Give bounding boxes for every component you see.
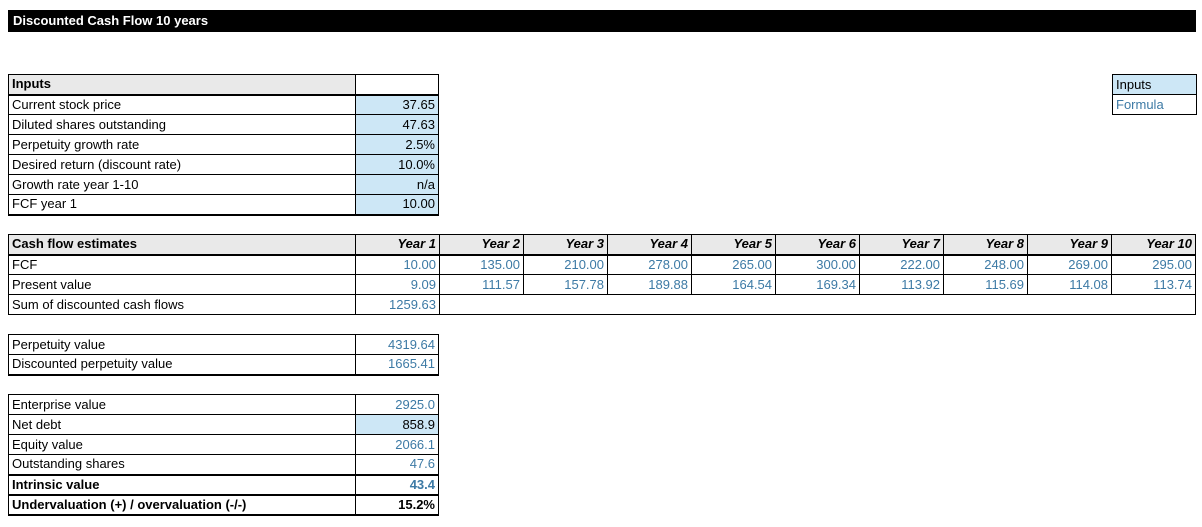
row-label: Outstanding shares xyxy=(8,454,356,475)
cashflow-header-row: Cash flow estimates Year 1 Year 2 Year 3… xyxy=(8,234,1196,256)
pv-year-4-cell: 189.88 xyxy=(607,274,692,295)
fcf-year-7-cell: 222.00 xyxy=(859,254,944,275)
row-label: Diluted shares outstanding xyxy=(8,114,356,135)
row-label: FCF xyxy=(8,254,356,275)
net-debt-row: Net debt 858.9 xyxy=(8,414,439,435)
cashflow-header-label: Cash flow estimates xyxy=(8,234,356,256)
year-4-header: Year 4 xyxy=(607,234,692,256)
year-7-header: Year 7 xyxy=(859,234,944,256)
row-label: Enterprise value xyxy=(8,394,356,415)
enterprise-value-row: Enterprise value 2925.0 xyxy=(8,394,439,415)
fcf-year-8-cell: 248.00 xyxy=(943,254,1028,275)
fcf-row: FCF 10.00 135.00 210.00 278.00 265.00 30… xyxy=(8,254,1196,275)
year-2-header: Year 2 xyxy=(439,234,524,256)
year-10-header: Year 10 xyxy=(1111,234,1196,256)
sum-row: Sum of discounted cash flows 1259.63 xyxy=(8,294,1196,315)
sum-row-spacer xyxy=(439,294,1196,315)
sheet-title: Discounted Cash Flow 10 years xyxy=(13,13,209,28)
row-label: Desired return (discount rate) xyxy=(8,154,356,175)
current-stock-price-input-cell[interactable]: 37.65 xyxy=(355,94,439,115)
row-label: Net debt xyxy=(8,414,356,435)
row-label: Sum of discounted cash flows xyxy=(8,294,356,315)
sum-discounted-cash-flows-cell: 1259.63 xyxy=(355,294,440,315)
outstanding-shares-cell: 47.6 xyxy=(355,454,439,475)
equity-value-row: Equity value 2066.1 xyxy=(8,434,439,455)
pv-year-2-cell: 111.57 xyxy=(439,274,524,295)
pv-year-6-cell: 169.34 xyxy=(775,274,860,295)
present-value-row: Present value 9.09 111.57 157.78 189.88 … xyxy=(8,274,1196,295)
discounted-perpetuity-value-cell: 1665.41 xyxy=(355,354,439,376)
input-row-fcf-year-1: FCF year 1 10.00 xyxy=(8,194,439,216)
pv-year-3-cell: 157.78 xyxy=(523,274,608,295)
diluted-shares-input-cell[interactable]: 47.63 xyxy=(355,114,439,135)
fcf-year-3-cell: 210.00 xyxy=(523,254,608,275)
row-label: Perpetuity value xyxy=(8,334,356,355)
row-label: Intrinsic value xyxy=(8,473,356,495)
inputs-header-row: Inputs xyxy=(8,74,439,96)
row-label: Undervaluation (+) / overvaluation (-/-) xyxy=(8,493,356,516)
perpetuity-growth-rate-input-cell[interactable]: 2.5% xyxy=(355,134,439,155)
valuation-table: Enterprise value 2925.0 Net debt 858.9 E… xyxy=(8,394,439,516)
perpetuity-value-row: Perpetuity value 4319.64 xyxy=(8,334,439,355)
row-label: Current stock price xyxy=(8,94,356,115)
input-row-desired-return: Desired return (discount rate) 10.0% xyxy=(8,154,439,175)
input-row-growth-rate-year-1-10: Growth rate year 1-10 n/a xyxy=(8,174,439,195)
fcf-year-2-cell: 135.00 xyxy=(439,254,524,275)
legend-inputs-swatch: Inputs xyxy=(1112,74,1197,95)
input-row-diluted-shares: Diluted shares outstanding 47.63 xyxy=(8,114,439,135)
row-label: Perpetuity growth rate xyxy=(8,134,356,155)
pv-year-7-cell: 113.92 xyxy=(859,274,944,295)
outstanding-shares-row: Outstanding shares 47.6 xyxy=(8,454,439,475)
year-8-header: Year 8 xyxy=(943,234,1028,256)
discounted-perpetuity-value-row: Discounted perpetuity value 1665.41 xyxy=(8,354,439,376)
row-label: FCF year 1 xyxy=(8,194,356,216)
legend-table: Inputs Formula xyxy=(1112,74,1197,115)
intrinsic-value-row: Intrinsic value 43.4 xyxy=(8,473,439,495)
fcf-year-1-input-cell[interactable]: 10.00 xyxy=(355,194,439,216)
growth-rate-year-1-10-input-cell[interactable]: n/a xyxy=(355,174,439,195)
net-debt-input-cell[interactable]: 858.9 xyxy=(355,414,439,435)
year-3-header: Year 3 xyxy=(523,234,608,256)
row-label: Present value xyxy=(8,274,356,295)
legend-row-formula: Formula xyxy=(1112,94,1197,115)
row-label: Equity value xyxy=(8,434,356,455)
legend-row-inputs: Inputs xyxy=(1112,74,1197,95)
inputs-header-empty-cell xyxy=(355,74,439,96)
fcf-year-1-cell: 10.00 xyxy=(355,254,440,275)
undervaluation-row: Undervaluation (+) / overvaluation (-/-)… xyxy=(8,493,439,516)
inputs-header-label: Inputs xyxy=(8,74,356,96)
year-1-header: Year 1 xyxy=(355,234,440,256)
undervaluation-cell: 15.2% xyxy=(355,493,439,516)
fcf-year-4-cell: 278.00 xyxy=(607,254,692,275)
cashflow-table: Cash flow estimates Year 1 Year 2 Year 3… xyxy=(8,234,1196,315)
desired-return-input-cell[interactable]: 10.0% xyxy=(355,154,439,175)
legend-formula-swatch: Formula xyxy=(1112,94,1197,115)
fcf-year-6-cell: 300.00 xyxy=(775,254,860,275)
row-label: Growth rate year 1-10 xyxy=(8,174,356,195)
pv-year-5-cell: 164.54 xyxy=(691,274,776,295)
year-6-header: Year 6 xyxy=(775,234,860,256)
intrinsic-value-cell: 43.4 xyxy=(355,473,439,495)
input-row-perpetuity-growth-rate: Perpetuity growth rate 2.5% xyxy=(8,134,439,155)
perpetuity-value-cell: 4319.64 xyxy=(355,334,439,355)
year-9-header: Year 9 xyxy=(1027,234,1112,256)
year-5-header: Year 5 xyxy=(691,234,776,256)
fcf-year-5-cell: 265.00 xyxy=(691,254,776,275)
row-label: Discounted perpetuity value xyxy=(8,354,356,376)
pv-year-8-cell: 115.69 xyxy=(943,274,1028,295)
perpetuity-table: Perpetuity value 4319.64 Discounted perp… xyxy=(8,334,439,376)
sheet-title-bar: Discounted Cash Flow 10 years xyxy=(8,10,1196,32)
equity-value-cell: 2066.1 xyxy=(355,434,439,455)
fcf-year-9-cell: 269.00 xyxy=(1027,254,1112,275)
inputs-table: Inputs Current stock price 37.65 Diluted… xyxy=(8,74,439,216)
fcf-year-10-cell: 295.00 xyxy=(1111,254,1196,275)
input-row-current-stock-price: Current stock price 37.65 xyxy=(8,94,439,115)
pv-year-9-cell: 114.08 xyxy=(1027,274,1112,295)
enterprise-value-cell: 2925.0 xyxy=(355,394,439,415)
pv-year-1-cell: 9.09 xyxy=(355,274,440,295)
pv-year-10-cell: 113.74 xyxy=(1111,274,1196,295)
